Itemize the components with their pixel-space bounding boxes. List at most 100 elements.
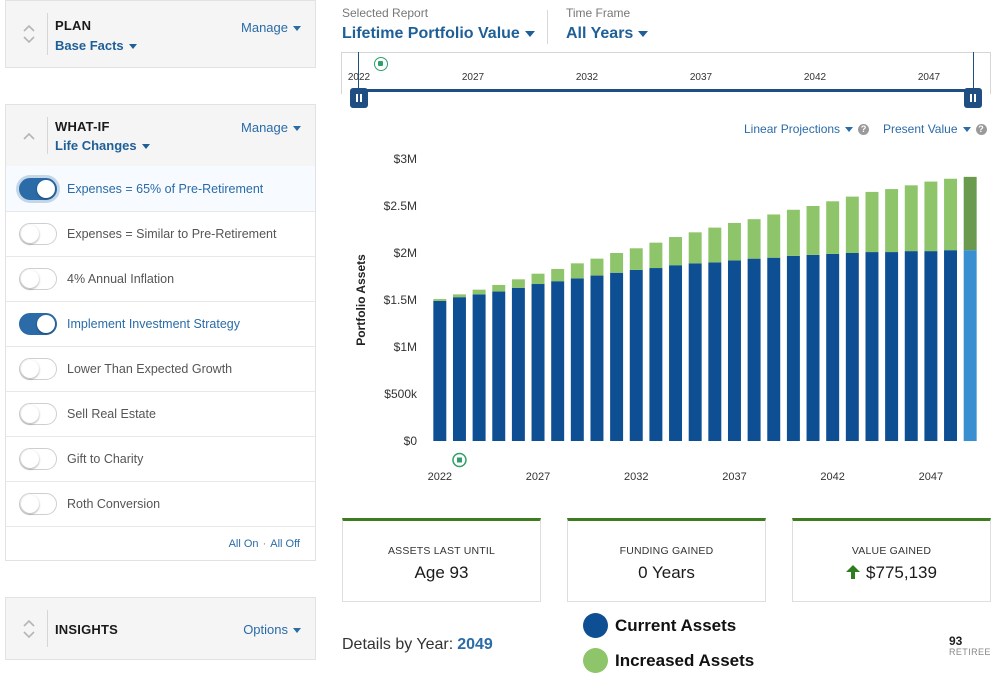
bar-current-assets: [492, 291, 506, 441]
bar-current-assets: [826, 253, 840, 441]
all-on-link[interactable]: All On: [228, 538, 259, 550]
toggle-switch[interactable]: [19, 403, 57, 425]
bar-increased-assets: [747, 219, 761, 259]
toggle-switch[interactable]: [19, 493, 57, 515]
caret-down-icon: [638, 30, 649, 37]
bar-increased-assets: [433, 299, 447, 301]
bar-current-assets: [924, 251, 938, 441]
life-changes-dropdown[interactable]: Life Changes: [55, 138, 150, 153]
bar-current-assets: [551, 281, 565, 441]
whatif-item-expenses-similar[interactable]: Expenses = Similar to Pre-Retirement: [6, 212, 315, 257]
whatif-item-sell-real-estate[interactable]: Sell Real Estate: [6, 392, 315, 437]
whatif-item-investment-strategy[interactable]: Implement Investment Strategy: [6, 302, 315, 347]
y-tick-label: $2M: [394, 246, 417, 260]
help-icon[interactable]: ?: [975, 124, 987, 136]
timeline-end-handle[interactable]: [964, 88, 982, 108]
insights-panel: INSIGHTS Options: [5, 597, 316, 660]
caret-down-icon: [845, 127, 854, 133]
time-frame-dropdown[interactable]: All Years: [566, 25, 649, 43]
bar-current-assets: [904, 251, 918, 441]
time-frame-value: All Years: [566, 25, 634, 42]
toggle-knob: [21, 270, 39, 288]
toggle-switch[interactable]: [19, 358, 57, 380]
plan-manage-button[interactable]: Manage: [241, 20, 301, 35]
toggle-switch[interactable]: [19, 313, 57, 335]
bar-increased-assets: [924, 181, 938, 252]
portfolio-bar-chart: $0 $500k $1M $1.5M $2M $2.5M $3M Portfolio Asse…: [354, 152, 977, 483]
chevron-updown-icon: [23, 24, 35, 44]
timeline-year: 2027: [461, 72, 485, 83]
timeline-start-line: [358, 52, 359, 90]
value-gained-card: VALUE GAINED $775,139: [792, 518, 991, 602]
plan-collapse-toggle[interactable]: [22, 23, 36, 45]
timeline-range-slider[interactable]: 2022 2027 2032 2037 2042 2047: [341, 52, 991, 108]
bar-increased-assets: [727, 222, 741, 261]
bar-current-assets: [708, 262, 722, 441]
whatif-item-expenses-65[interactable]: Expenses = 65% of Pre-Retirement: [6, 166, 315, 212]
toggle-knob: [37, 179, 55, 198]
chevron-updown-icon: [23, 619, 35, 638]
selected-report-dropdown[interactable]: Lifetime Portfolio Value: [342, 25, 535, 43]
all-off-link[interactable]: All Off: [270, 538, 300, 550]
bar-increased-assets: [452, 294, 466, 298]
bar-increased-assets: [904, 185, 918, 252]
whatif-item-lower-growth[interactable]: Lower Than Expected Growth: [6, 347, 315, 392]
toggle-switch[interactable]: [19, 223, 57, 245]
bar-current-assets: [885, 252, 899, 441]
selected-report-value: Lifetime Portfolio Value: [342, 25, 520, 42]
toggle-switch[interactable]: [19, 177, 57, 200]
bar-current-assets: [570, 278, 584, 441]
whatif-item-roth-conversion[interactable]: Roth Conversion: [6, 482, 315, 527]
timeline-start-handle[interactable]: [350, 88, 368, 108]
retirement-marker-icon: [374, 57, 388, 71]
bar-current-assets: [944, 250, 958, 441]
base-facts-dropdown[interactable]: Base Facts: [55, 38, 137, 53]
details-year-link[interactable]: 2049: [457, 636, 493, 653]
x-tick-label: 2037: [722, 471, 746, 483]
bar-current-assets: [688, 263, 702, 441]
timeline-year: 2022: [347, 72, 371, 83]
bar-increased-assets: [845, 196, 859, 253]
y-tick-label: $3M: [394, 152, 417, 166]
insights-collapse-toggle[interactable]: [22, 618, 36, 640]
insights-options-button[interactable]: Options: [243, 622, 301, 637]
help-icon[interactable]: ?: [858, 124, 870, 136]
whatif-collapse-toggle[interactable]: [22, 125, 36, 147]
bar-increased-assets: [590, 258, 604, 276]
caret-down-icon: [141, 144, 150, 150]
caret-down-icon: [962, 127, 971, 133]
whatif-manage-button[interactable]: Manage: [241, 120, 301, 135]
manage-label: Manage: [241, 120, 288, 135]
details-label: Details by Year:: [342, 636, 454, 653]
whatif-item-label: Expenses = 65% of Pre-Retirement: [67, 181, 264, 196]
toggle-knob: [21, 225, 39, 243]
legend-increased-assets: Increased Assets: [583, 648, 754, 673]
whatif-item-label: Lower Than Expected Growth: [67, 362, 233, 376]
bar-current-assets: [963, 250, 977, 441]
bar-increased-assets: [688, 232, 702, 264]
toggle-switch[interactable]: [19, 448, 57, 470]
card-value: Age 93: [414, 563, 469, 582]
toggle-switch[interactable]: [19, 268, 57, 290]
bar-current-assets: [511, 287, 525, 441]
bar-increased-assets: [826, 201, 840, 254]
legend-label: Increased Assets: [615, 650, 755, 670]
plan-title: PLAN: [55, 18, 92, 33]
present-value-dropdown[interactable]: Present Value?: [883, 122, 987, 136]
options-label: Options: [243, 622, 288, 637]
whatif-item-gift-charity[interactable]: Gift to Charity: [6, 437, 315, 482]
bar-increased-assets: [551, 268, 565, 282]
whatif-item-label: Sell Real Estate: [67, 407, 156, 421]
linear-projections-dropdown[interactable]: Linear Projections?: [744, 122, 870, 136]
x-tick-label: 2042: [820, 471, 844, 483]
timeline-track: [341, 52, 991, 94]
bar-increased-assets: [708, 227, 722, 263]
card-value-row: $775,139: [793, 563, 990, 583]
whatif-item-inflation[interactable]: 4% Annual Inflation: [6, 257, 315, 302]
x-tick-label: 2047: [919, 471, 943, 483]
manage-label: Manage: [241, 20, 288, 35]
bar-increased-assets: [806, 206, 820, 255]
x-tick-label: 2022: [428, 471, 452, 483]
card-value: $775,139: [866, 563, 937, 582]
bar-increased-assets: [865, 191, 879, 253]
